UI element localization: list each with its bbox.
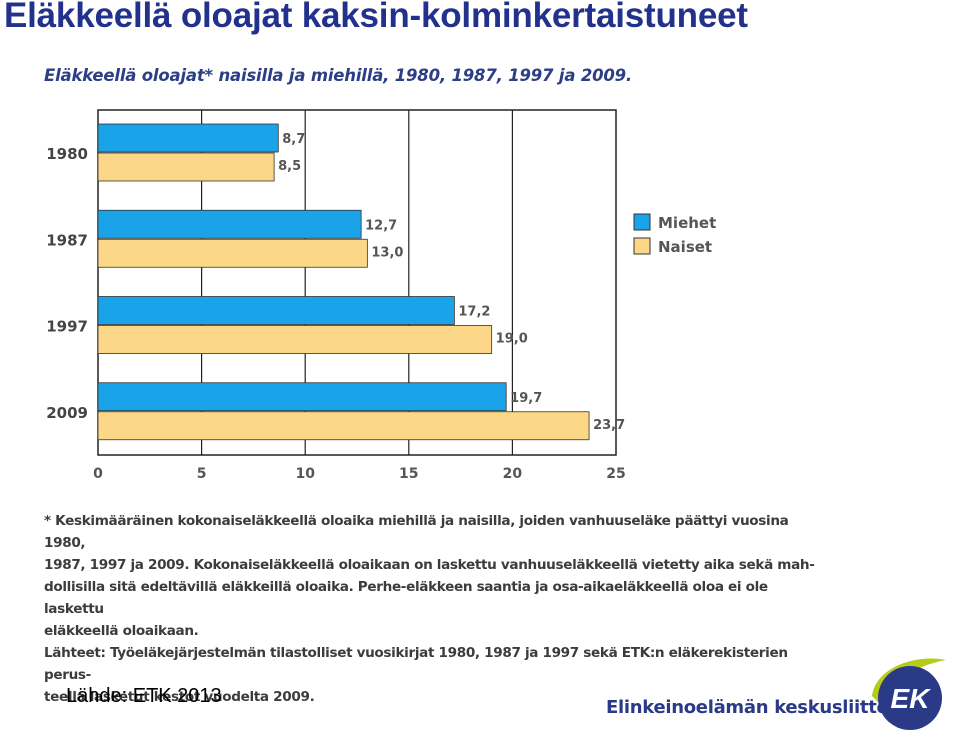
ek-logo: EK bbox=[872, 658, 946, 730]
chart-footnote: * Keskimääräinen kokonaiseläkkeellä oloa… bbox=[44, 510, 824, 708]
y-tick-label: 1987 bbox=[46, 231, 88, 249]
legend-label: Miehet bbox=[658, 214, 716, 232]
logo-swoosh bbox=[872, 658, 946, 704]
chart-title: Eläkkeellä oloajat* naisilla ja miehillä… bbox=[44, 66, 633, 85]
data-label: 8,5 bbox=[278, 159, 301, 174]
bar-naiset bbox=[97, 152, 275, 182]
footnote-line: * Keskimääräinen kokonaiseläkkeellä oloa… bbox=[44, 513, 789, 551]
x-tick-label: 5 bbox=[197, 466, 207, 482]
x-tick-label: 20 bbox=[503, 466, 523, 482]
x-tick-label: 0 bbox=[93, 466, 103, 482]
bar-miehet bbox=[97, 209, 362, 239]
y-tick-label: 1980 bbox=[46, 145, 88, 163]
bar-naiset bbox=[97, 238, 368, 268]
x-tick-label: 25 bbox=[606, 466, 625, 482]
data-label: 12,7 bbox=[365, 218, 397, 233]
data-label: 19,0 bbox=[496, 332, 528, 347]
logo-circle bbox=[878, 666, 942, 730]
legend-label: Naiset bbox=[658, 238, 712, 256]
data-label: 13,0 bbox=[371, 245, 403, 260]
logo-text: EK bbox=[891, 683, 932, 714]
footnote-line: 1987, 1997 ja 2009. Kokonaiseläkkeellä o… bbox=[44, 557, 815, 573]
y-tick-label: 2009 bbox=[46, 404, 88, 422]
bar-naiset bbox=[97, 325, 493, 354]
bar-miehet bbox=[97, 296, 455, 325]
footnote-line: teella lasketut kestot vuodelta 2009. bbox=[44, 689, 315, 705]
data-label: 17,2 bbox=[458, 305, 490, 320]
x-tick-label: 15 bbox=[399, 466, 418, 482]
bar-chart: 0 5 10 15 20 25 8,7 8,5 1980 12,7 13,0 1987 17,2 19,0… bbox=[46, 109, 716, 482]
x-tick-label: 10 bbox=[295, 466, 315, 482]
data-label: 19,7 bbox=[510, 391, 542, 406]
legend-swatch bbox=[633, 237, 651, 255]
data-label: 23,7 bbox=[593, 418, 625, 433]
bar-miehet bbox=[97, 123, 279, 153]
y-tick-label: 1997 bbox=[46, 318, 88, 336]
source-label: Lähde: ETK 2013 bbox=[66, 685, 222, 707]
bar-miehet bbox=[97, 382, 507, 412]
footnote-line: eläkkeellä oloaikaan. bbox=[44, 623, 199, 639]
footnote-line: dollisilla sitä edeltävillä eläkkeillä o… bbox=[44, 579, 768, 617]
data-label: 8,7 bbox=[282, 132, 305, 147]
legend-swatch bbox=[633, 213, 651, 231]
bar-naiset bbox=[97, 411, 590, 441]
slide-title: Eläkkeellä oloajat kaksin-kolminkertaist… bbox=[4, 0, 748, 35]
organization-name: Elinkeinoelämän keskusliitto bbox=[606, 697, 889, 718]
footnote-line: Lähteet: Työeläkejärjestelmän tilastolli… bbox=[44, 645, 788, 683]
